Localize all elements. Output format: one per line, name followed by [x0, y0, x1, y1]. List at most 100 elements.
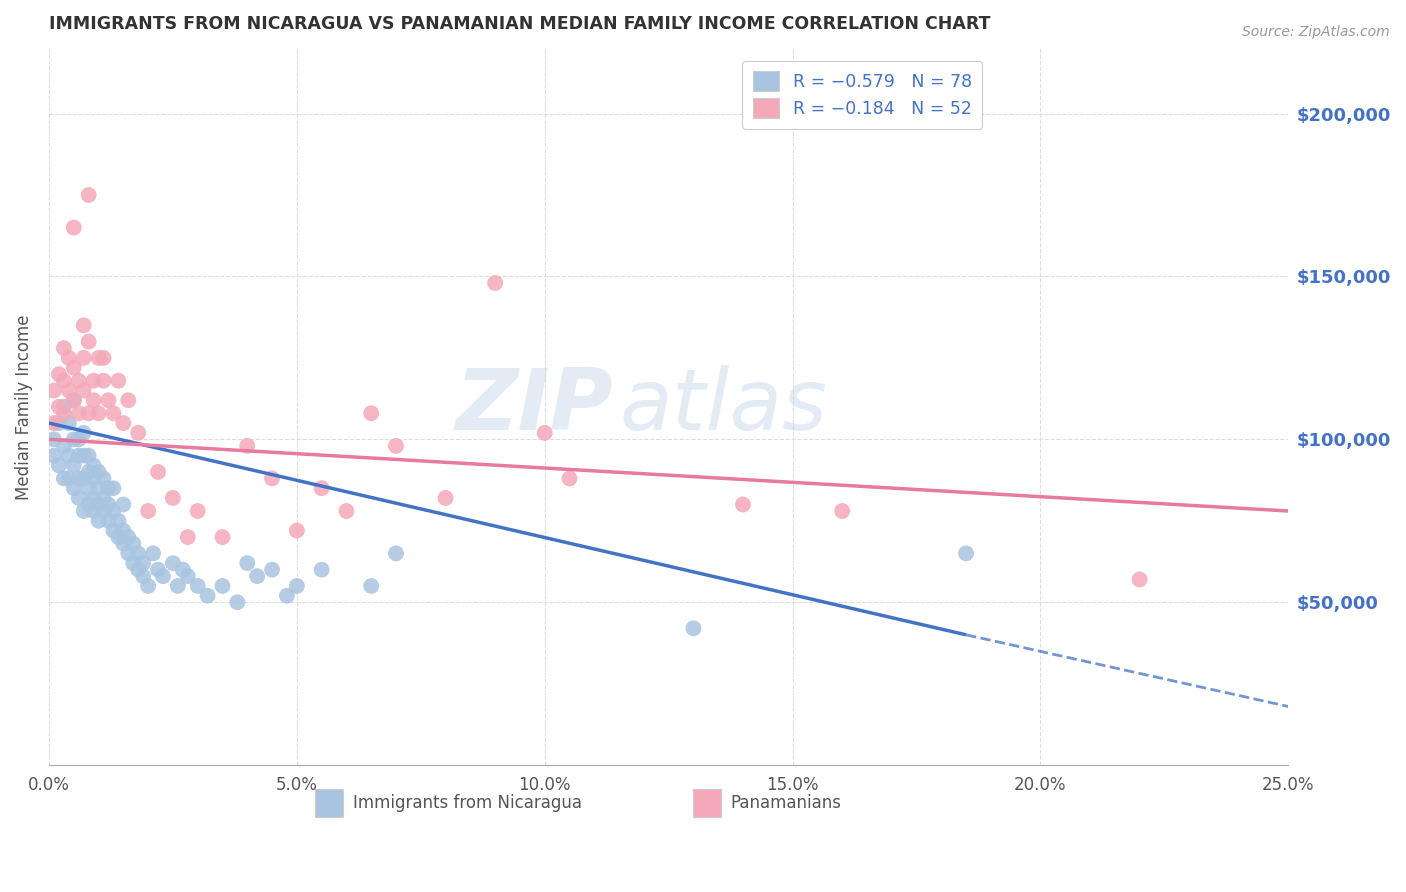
Point: [177, 569, 200, 583]
Point: [558, 471, 581, 485]
Point: [87, 514, 110, 528]
Point: [73, 351, 96, 365]
Point: [107, 374, 129, 388]
Point: [142, 546, 165, 560]
Point: [360, 406, 382, 420]
Point: [103, 481, 125, 495]
Point: [162, 556, 184, 570]
Point: [83, 504, 105, 518]
Point: [117, 393, 139, 408]
Point: [127, 563, 149, 577]
Point: [52, 374, 75, 388]
Point: [103, 406, 125, 420]
Point: [122, 556, 145, 570]
Bar: [315, 789, 343, 817]
Point: [385, 546, 408, 560]
Point: [48, 400, 70, 414]
Point: [484, 276, 506, 290]
Point: [172, 563, 194, 577]
Point: [831, 504, 853, 518]
Point: [83, 393, 105, 408]
Point: [83, 471, 105, 485]
Point: [73, 449, 96, 463]
Point: [122, 536, 145, 550]
Point: [52, 471, 75, 485]
Point: [67, 374, 90, 388]
Point: [58, 416, 80, 430]
Point: [226, 595, 249, 609]
Point: [434, 491, 457, 505]
Point: [73, 504, 96, 518]
Point: [62, 393, 84, 408]
Point: [276, 589, 298, 603]
Point: [260, 563, 283, 577]
Point: [87, 406, 110, 420]
Point: [146, 465, 169, 479]
Point: [311, 481, 333, 495]
Point: [87, 481, 110, 495]
Point: [93, 504, 115, 518]
Point: [67, 491, 90, 505]
Point: [58, 449, 80, 463]
Point: [112, 524, 135, 538]
Point: [62, 481, 84, 495]
Point: [236, 439, 259, 453]
Point: [67, 471, 90, 485]
Point: [246, 569, 269, 583]
Point: [146, 563, 169, 577]
Text: Panamanians: Panamanians: [731, 794, 842, 812]
Point: [52, 439, 75, 453]
Point: [162, 491, 184, 505]
Point: [167, 579, 190, 593]
Point: [42, 416, 65, 430]
Point: [97, 514, 120, 528]
Point: [311, 563, 333, 577]
Point: [73, 318, 96, 333]
Point: [187, 579, 209, 593]
Text: Immigrants from Nicaragua: Immigrants from Nicaragua: [353, 794, 582, 812]
Text: ZIP: ZIP: [456, 366, 613, 449]
Point: [52, 406, 75, 420]
Point: [48, 368, 70, 382]
Point: [211, 579, 233, 593]
Point: [62, 458, 84, 473]
Point: [77, 334, 100, 349]
Point: [77, 465, 100, 479]
Point: [136, 504, 159, 518]
Point: [58, 351, 80, 365]
Point: [177, 530, 200, 544]
Point: [112, 498, 135, 512]
Point: [152, 569, 174, 583]
Text: Source: ZipAtlas.com: Source: ZipAtlas.com: [1241, 25, 1389, 39]
Point: [73, 425, 96, 440]
Text: IMMIGRANTS FROM NICARAGUA VS PANAMANIAN MEDIAN FAMILY INCOME CORRELATION CHART: IMMIGRANTS FROM NICARAGUA VS PANAMANIAN …: [49, 15, 990, 33]
Point: [93, 471, 115, 485]
Point: [103, 504, 125, 518]
Point: [107, 530, 129, 544]
Point: [93, 351, 115, 365]
Point: [533, 425, 555, 440]
Point: [77, 449, 100, 463]
Point: [285, 524, 308, 538]
Point: [42, 384, 65, 398]
Point: [127, 425, 149, 440]
Point: [87, 465, 110, 479]
Point: [955, 546, 977, 560]
Point: [52, 400, 75, 414]
Point: [48, 416, 70, 430]
Point: [97, 393, 120, 408]
Point: [103, 524, 125, 538]
Point: [77, 498, 100, 512]
Point: [97, 498, 120, 512]
Point: [731, 498, 754, 512]
Point: [73, 471, 96, 485]
Point: [285, 579, 308, 593]
Point: [62, 393, 84, 408]
Point: [132, 556, 155, 570]
Point: [260, 471, 283, 485]
Point: [87, 351, 110, 365]
Point: [132, 569, 155, 583]
Point: [42, 449, 65, 463]
Point: [236, 556, 259, 570]
Point: [83, 491, 105, 505]
